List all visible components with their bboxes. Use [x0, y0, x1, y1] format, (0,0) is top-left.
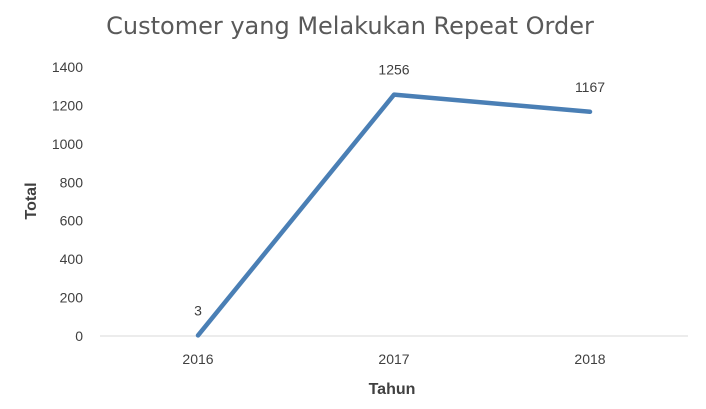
y-tick-label: 0	[75, 328, 83, 344]
x-tick-label: 2016	[182, 351, 213, 367]
chart-title: Customer yang Melakukan Repeat Order	[106, 12, 594, 40]
data-label: 1167	[575, 79, 605, 95]
x-tick-label: 2017	[378, 351, 409, 367]
y-axis-title: Total	[23, 182, 40, 219]
y-axis-ticks: 0 200 400 600 800 1000 1200 1400	[52, 59, 83, 344]
y-tick-label: 200	[60, 290, 84, 306]
y-tick-label: 1400	[52, 59, 83, 75]
data-label: 1256	[378, 62, 409, 78]
x-tick-label: 2018	[574, 351, 605, 367]
x-axis-ticks: 2016 2017 2018	[182, 351, 605, 367]
series-group	[195, 92, 593, 338]
x-axis-title: Tahun	[369, 381, 416, 398]
y-tick-label: 800	[60, 174, 84, 190]
y-tick-label: 600	[60, 213, 84, 229]
data-labels: 3 1256 1167	[194, 62, 605, 319]
series-line	[195, 92, 593, 338]
y-tick-label: 1200	[52, 97, 83, 113]
y-tick-label: 1000	[52, 136, 83, 152]
y-tick-label: 400	[60, 251, 84, 267]
data-label: 3	[194, 302, 202, 318]
